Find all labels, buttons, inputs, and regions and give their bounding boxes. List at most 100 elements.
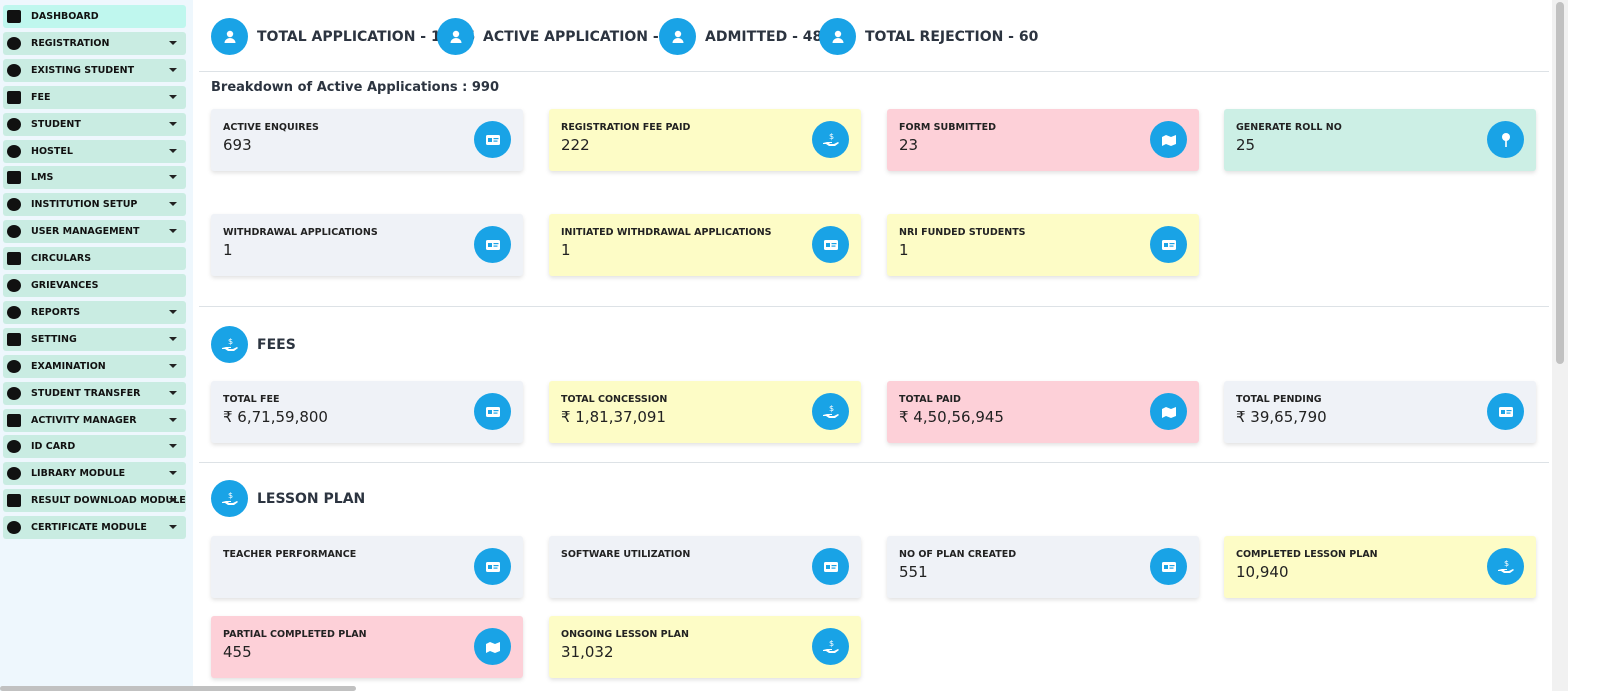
card-label: TOTAL PENDING: [1236, 394, 1322, 405]
nav-item[interactable]: GRIEVANCES: [3, 274, 186, 297]
nav-item[interactable]: STUDENT TRANSFER: [3, 381, 186, 405]
stat-card[interactable]: GENERATE ROLL NO 25: [1224, 109, 1536, 171]
dropdown-caret: [169, 148, 177, 153]
nav-label: STUDENT: [31, 118, 81, 130]
card-value: ₹ 6,71,59,800: [223, 408, 328, 426]
stat-card[interactable]: TOTAL PENDING ₹ 39,65,790: [1224, 381, 1536, 443]
nav-item[interactable]: HOSTEL: [3, 139, 186, 163]
stat-card[interactable]: PARTIAL COMPLETED PLAN 455: [211, 616, 523, 678]
svg-text:$: $: [1503, 559, 1508, 568]
icon-badge: $: [211, 326, 248, 363]
card-value: 23: [899, 136, 919, 154]
nav-item[interactable]: CIRCULARS: [3, 247, 186, 271]
icon-badge: [474, 628, 511, 665]
stat-card[interactable]: FORM SUBMITTED 23: [887, 109, 1199, 171]
card-label: WITHDRAWAL APPLICATIONS: [223, 227, 378, 238]
dropdown-caret: [169, 471, 177, 476]
nav-icon: [7, 225, 21, 239]
icon-badge: $: [1487, 548, 1524, 585]
nav-item[interactable]: RESULT DOWNLOAD MODULE: [3, 489, 186, 513]
stat-card[interactable]: ONGOING LESSON PLAN 31,032 $: [549, 616, 861, 678]
nav-label: USER MANAGEMENT: [31, 226, 140, 238]
nav-label: RESULT DOWNLOAD MODULE: [31, 495, 186, 507]
stat-label: ACTIVE APPLICATION - 990: [483, 28, 693, 45]
nav-item[interactable]: CERTIFICATE MODULE: [3, 516, 186, 540]
nav-item[interactable]: DASHBOARD: [3, 5, 186, 28]
card-label: REGISTRATION FEE PAID: [561, 122, 691, 133]
nav-label: SETTING: [31, 333, 77, 345]
icon-badge: [1487, 121, 1524, 158]
nav-icon: [7, 332, 21, 346]
stat-card[interactable]: NO OF PLAN CREATED 551: [887, 536, 1199, 598]
icon-badge: $: [211, 480, 248, 517]
icon: [1501, 132, 1510, 147]
stat-card[interactable]: NRI FUNDED STUDENTS 1: [887, 214, 1199, 276]
stat-item: ACTIVE APPLICATION - 990: [437, 18, 693, 55]
nav-icon: [7, 467, 21, 481]
icon: $: [822, 404, 839, 418]
nav-icon: [7, 252, 21, 266]
nav-item[interactable]: ACTIVITY MANAGER: [3, 408, 186, 432]
nav-item[interactable]: ID CARD: [3, 435, 186, 459]
icon: $: [221, 491, 238, 505]
nav-item[interactable]: USER MANAGEMENT: [3, 220, 186, 244]
nav-item[interactable]: EXISTING STUDENT: [3, 58, 186, 82]
section-title: FEES: [257, 336, 296, 353]
nav-icon: [7, 63, 21, 77]
stat-card[interactable]: COMPLETED LESSON PLAN 10,940 $: [1224, 536, 1536, 598]
stat-card[interactable]: TOTAL CONCESSION ₹ 1,81,37,091 $: [549, 381, 861, 443]
card-label: TOTAL CONCESSION: [561, 394, 668, 405]
scrollbar[interactable]: [1552, 0, 1568, 691]
stat-card[interactable]: TEACHER PERFORMANCE: [211, 536, 523, 598]
nav-item[interactable]: EXAMINATION: [3, 354, 186, 378]
divider: [199, 71, 1549, 72]
nav-item[interactable]: LMS: [3, 166, 186, 190]
nav-icon: [7, 494, 21, 508]
h-scrollbar[interactable]: [0, 686, 356, 691]
nav-label: CIRCULARS: [31, 253, 92, 265]
card-label: ACTIVE ENQUIRES: [223, 122, 319, 133]
nav-label: ID CARD: [31, 441, 76, 453]
card-value: ₹ 39,65,790: [1236, 408, 1327, 426]
icon: [1161, 134, 1176, 146]
icon: [1161, 239, 1176, 250]
nav-item[interactable]: SETTING: [3, 327, 186, 351]
stat-card[interactable]: TOTAL PAID ₹ 4,50,56,945: [887, 381, 1199, 443]
icon-badge: [474, 548, 511, 585]
nav-label: LMS: [31, 172, 54, 184]
icon-badge: [1487, 393, 1524, 430]
icon: [485, 406, 500, 417]
icon: [1161, 406, 1176, 418]
nav-icon: [7, 117, 21, 131]
icon-badge: [437, 18, 474, 55]
nav-item[interactable]: LIBRARY MODULE: [3, 462, 186, 486]
nav-item[interactable]: REGISTRATION: [3, 31, 186, 55]
stat-card[interactable]: REGISTRATION FEE PAID 222 $: [549, 109, 861, 171]
nav-label: EXISTING STUDENT: [31, 64, 135, 76]
nav-icon: [7, 36, 21, 50]
nav-item[interactable]: FEE: [3, 85, 186, 109]
stat-card[interactable]: INITIATED WITHDRAWAL APPLICATIONS 1: [549, 214, 861, 276]
nav-label: LIBRARY MODULE: [31, 468, 126, 480]
nav-icon: [7, 359, 21, 373]
stat-card[interactable]: SOFTWARE UTILIZATION: [549, 536, 861, 598]
nav-icon: [7, 10, 21, 23]
nav-icon: [7, 521, 21, 535]
icon: [832, 30, 843, 43]
scroll-thumb[interactable]: [1556, 2, 1564, 364]
card-label: TOTAL PAID: [899, 394, 961, 405]
icon: [485, 239, 500, 250]
nav-item[interactable]: STUDENT: [3, 112, 186, 136]
stat-card[interactable]: TOTAL FEE ₹ 6,71,59,800: [211, 381, 523, 443]
card-label: INITIATED WITHDRAWAL APPLICATIONS: [561, 227, 772, 238]
card-label: ONGOING LESSON PLAN: [561, 629, 689, 640]
stat-card[interactable]: ACTIVE ENQUIRES 693: [211, 109, 523, 171]
stat-card[interactable]: WITHDRAWAL APPLICATIONS 1: [211, 214, 523, 276]
nav-item[interactable]: INSTITUTION SETUP: [3, 193, 186, 217]
icon: [224, 30, 235, 43]
nav-label: DASHBOARD: [31, 11, 99, 22]
nav-item[interactable]: REPORTS: [3, 300, 186, 324]
icon-badge: [1150, 548, 1187, 585]
